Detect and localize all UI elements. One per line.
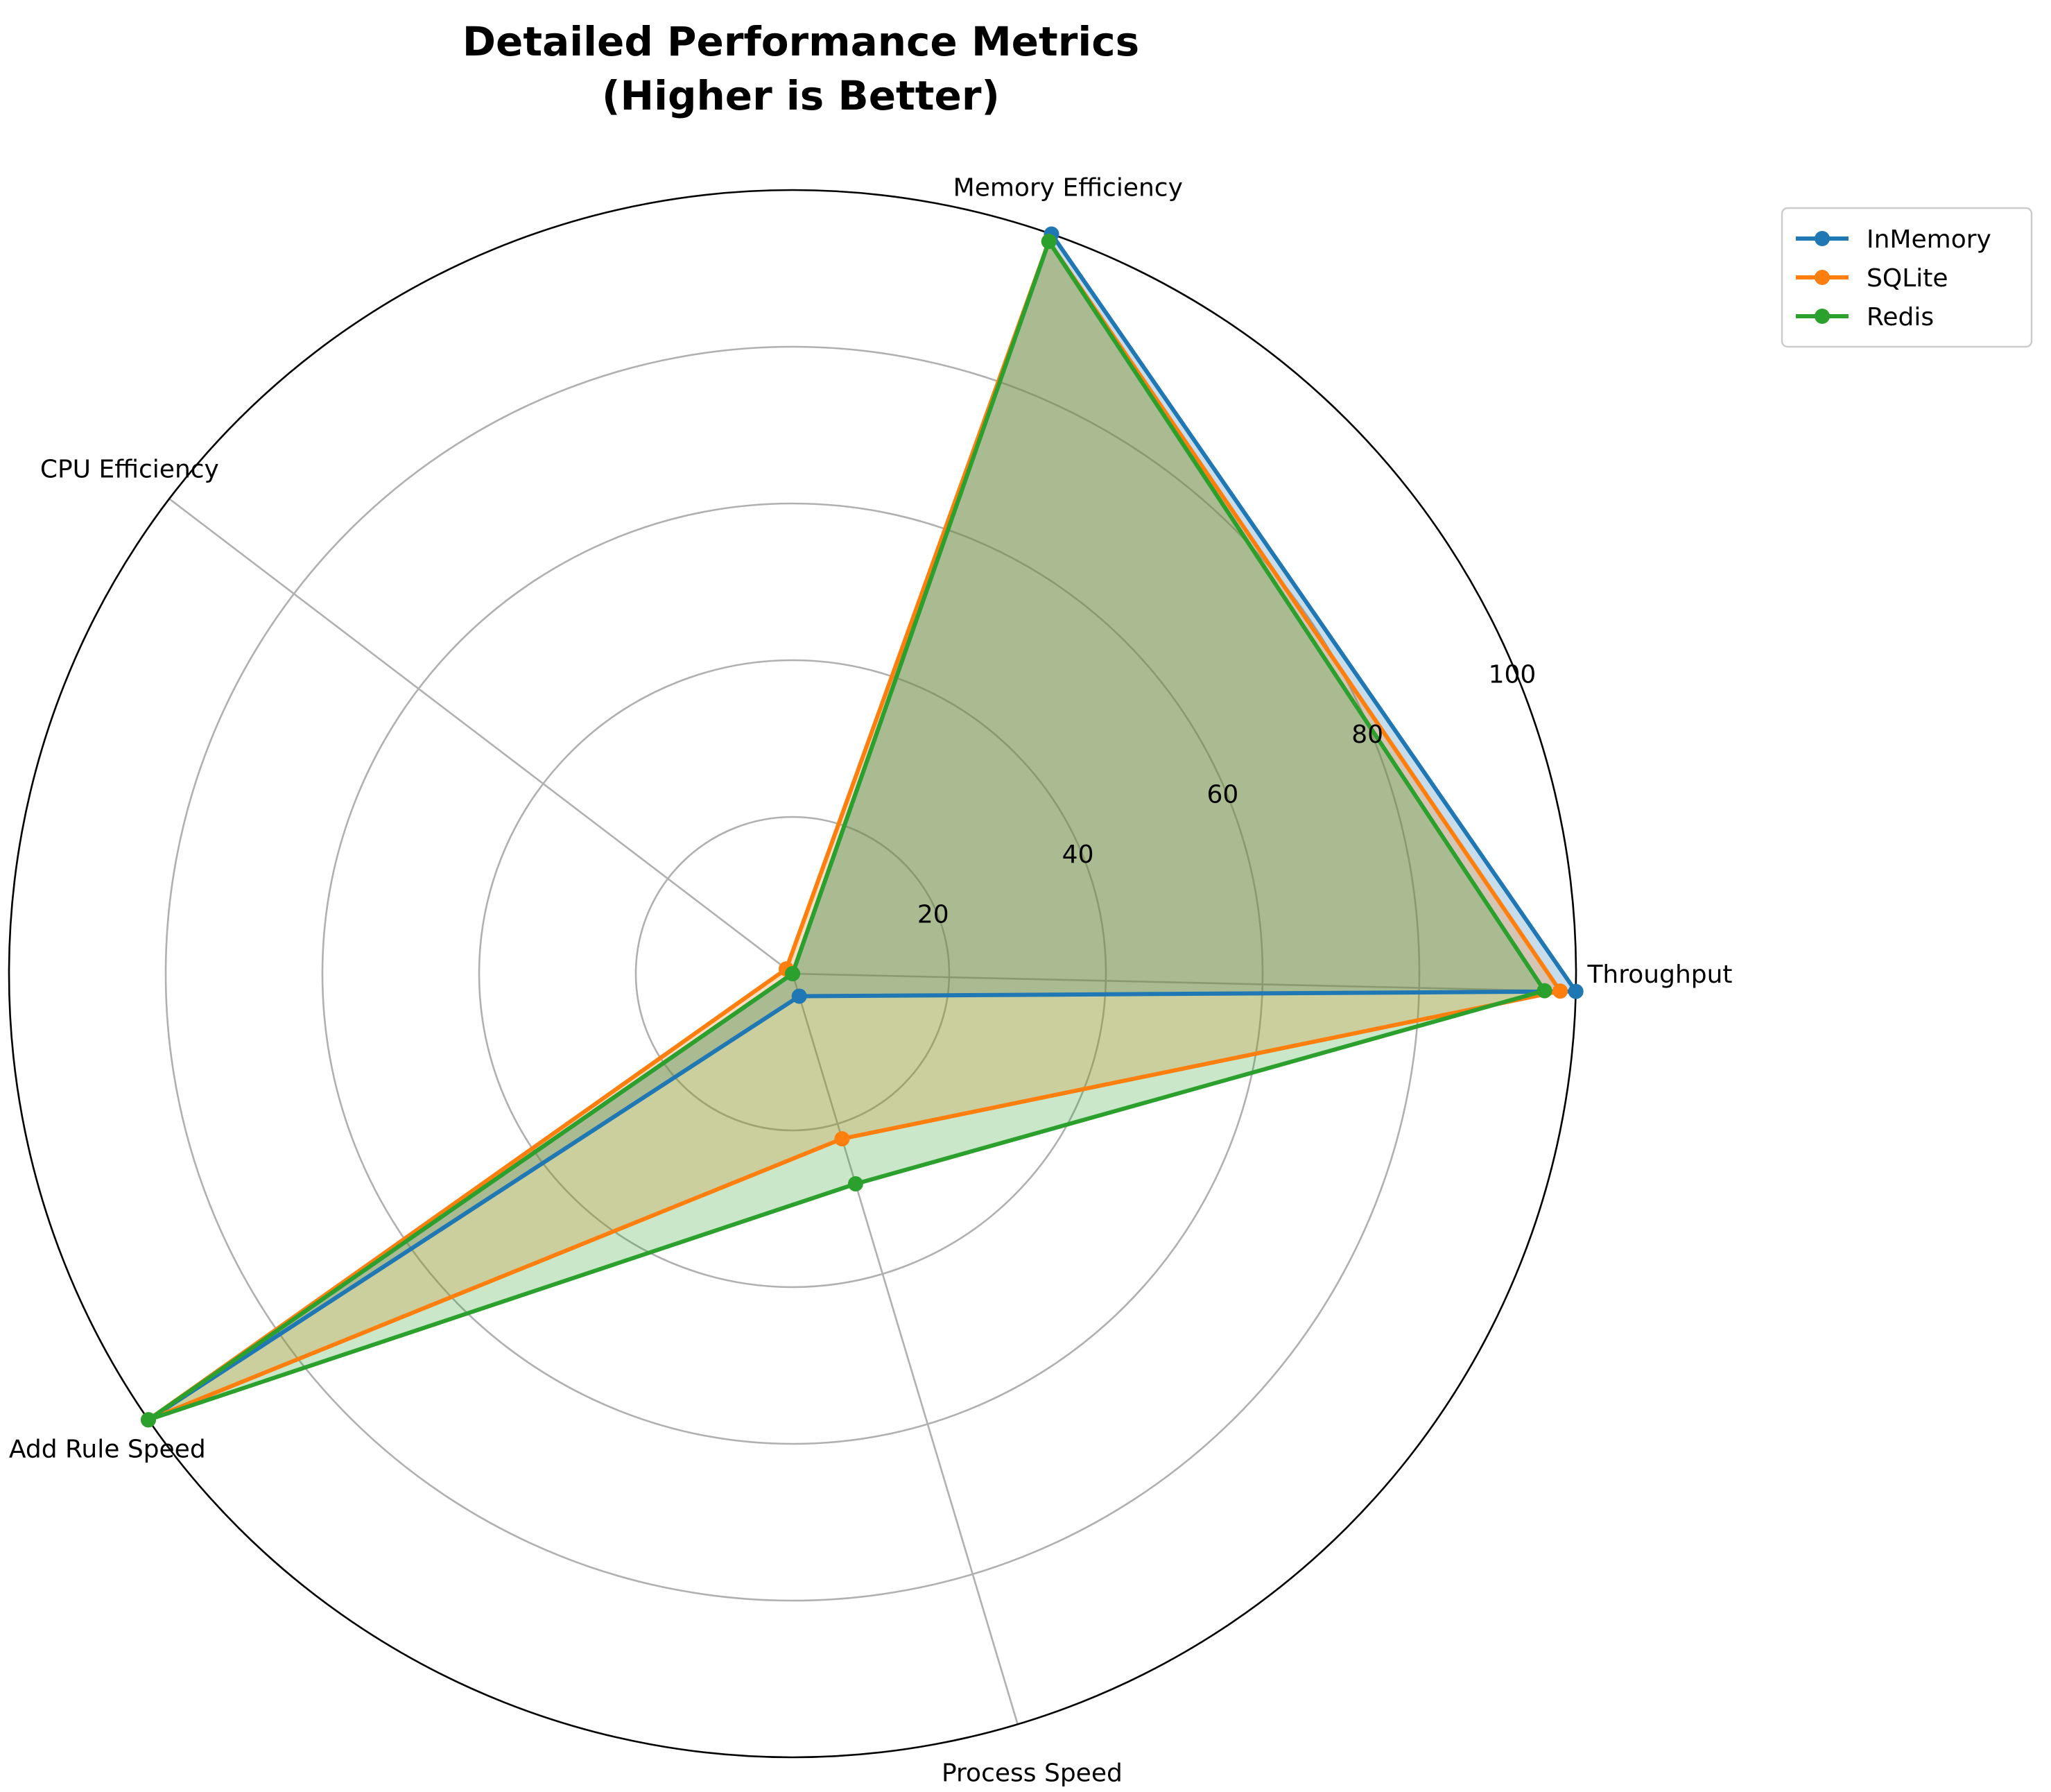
series-fill-inmemory: [148, 234, 1576, 1420]
series-points: [140, 226, 1584, 1428]
grid-circle-80: [164, 345, 1421, 1602]
series-point-redis-2: [785, 966, 800, 981]
radial-tick-labels: 20 40 60 80 100: [917, 661, 1536, 929]
series-point-redis-3: [140, 1412, 156, 1428]
legend-marker-inmemory: [1815, 231, 1830, 246]
series-lines: [146, 232, 1578, 1422]
series-point-inmemory-0: [1568, 983, 1584, 999]
grid-spoke-0: [792, 972, 1576, 992]
tick-label-40: 40: [1062, 841, 1094, 869]
grid-circle-20: [634, 816, 951, 1132]
legend: InMemory SQLite Redis: [1781, 207, 2033, 348]
series-point-redis-4: [847, 1176, 863, 1192]
grid-spoke-4: [791, 973, 1019, 1725]
series-point-redis-1: [1041, 234, 1057, 250]
category-label-1: Memory Efficiency: [953, 174, 1183, 203]
grid-circle-60: [321, 502, 1264, 1445]
chart-title-line-1: Detailed Performance Metrics: [462, 18, 1139, 65]
grid-spoke-2: [168, 498, 793, 975]
series-point-sqlite-4: [834, 1131, 850, 1147]
series-line-redis: [146, 239, 1547, 1422]
legend-marker-redis: [1815, 309, 1830, 324]
series-line-sqlite: [146, 239, 1563, 1422]
legend-marker-sqlite: [1815, 270, 1830, 285]
series-point-inmemory-4: [791, 988, 807, 1004]
tick-label-100: 100: [1489, 661, 1537, 689]
category-labels: Throughput Memory Efficiency CPU Efficienc…: [9, 174, 1733, 1788]
tick-label-80: 80: [1351, 721, 1383, 749]
category-label-3: Add Rule Speed: [9, 1435, 206, 1463]
series-fill-redis: [148, 241, 1545, 1420]
chart-title-line-2: (Higher is Better): [602, 72, 1000, 119]
radar-grid: [8, 189, 1577, 1759]
legend-label-sqlite: SQLite: [1867, 264, 1948, 293]
category-label-2: CPU Efficiency: [40, 456, 219, 484]
tick-label-60: 60: [1206, 781, 1238, 809]
outer-frame: [8, 189, 1577, 1759]
series-point-redis-0: [1537, 983, 1552, 999]
series-point-sqlite-0: [1552, 983, 1568, 999]
tick-label-20: 20: [917, 901, 949, 929]
legend-frame: [1781, 207, 2033, 348]
category-label-4: Process Speed: [942, 1759, 1123, 1787]
series-fills: [148, 234, 1576, 1420]
legend-label-inmemory: InMemory: [1867, 225, 1991, 254]
legend-label-redis: Redis: [1867, 303, 1934, 331]
chart-title: Detailed Performance Metrics (Higher is …: [462, 18, 1139, 119]
series-fill-sqlite: [148, 241, 1561, 1420]
grid-circle-40: [478, 659, 1107, 1289]
category-label-0: Throughput: [1586, 960, 1732, 989]
